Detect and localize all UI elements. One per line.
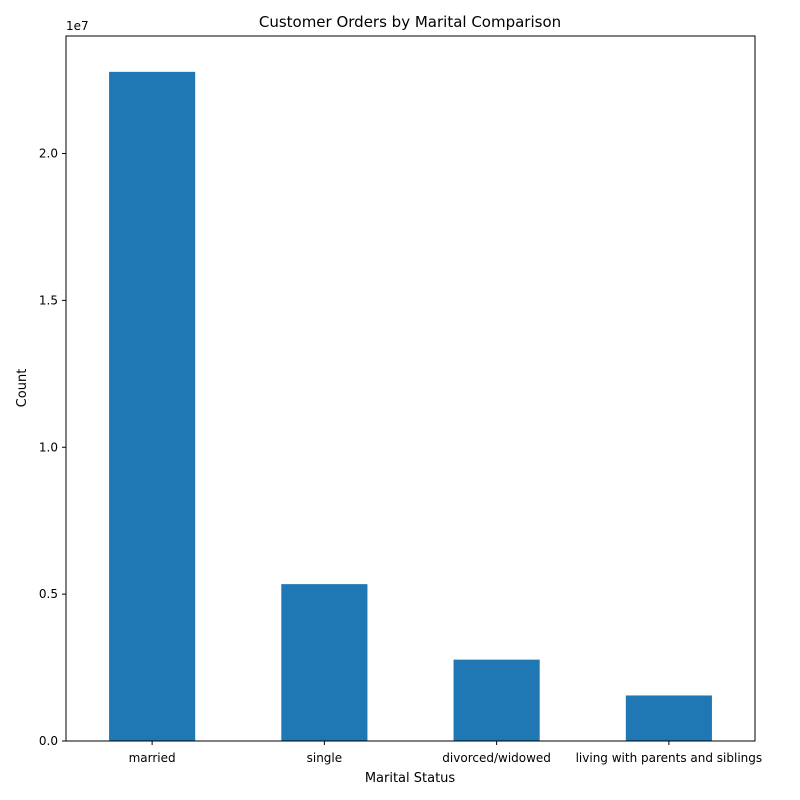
plot-area: 0.0 0.5 1.0 1.5 2.0 married single divorced/wid… <box>39 35 763 765</box>
y-tick-label-0: 0.0 <box>39 734 58 748</box>
x-tick-label-2: divorced/widowed <box>442 751 551 765</box>
bar-1 <box>281 584 368 741</box>
y-tick-label-2: 1.0 <box>39 440 58 454</box>
bar-0 <box>109 71 196 741</box>
x-tick-label-1: single <box>307 751 343 765</box>
bar-2 <box>453 659 540 741</box>
x-tick-label-0: married <box>129 751 176 765</box>
y-tick-label-3: 1.5 <box>39 293 58 307</box>
chart-title: Customer Orders by Marital Comparison <box>259 13 561 31</box>
axes-frame <box>65 35 756 742</box>
x-axis-label: Marital Status <box>365 771 456 786</box>
y-tick-label-4: 2.0 <box>39 147 58 161</box>
y-tick-label-1: 0.5 <box>39 587 58 601</box>
x-tick-label-3: living with parents and siblings <box>576 751 763 765</box>
y-offset-label: 1e7 <box>66 19 89 33</box>
y-axis-label: Count <box>15 369 30 408</box>
bar-3 <box>625 695 712 741</box>
